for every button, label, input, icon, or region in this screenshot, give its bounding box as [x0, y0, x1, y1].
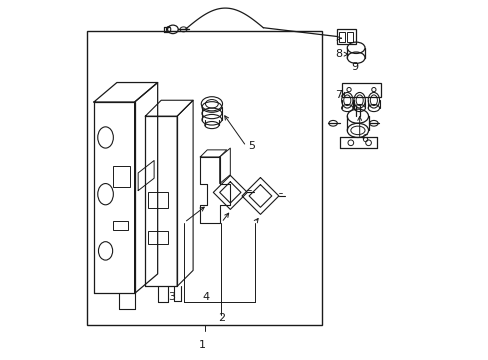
Text: 6: 6 — [361, 134, 368, 144]
Bar — [338, 32, 345, 42]
Text: 2: 2 — [218, 313, 224, 323]
Text: 8: 8 — [334, 49, 341, 59]
Text: 1: 1 — [198, 340, 205, 350]
Bar — [113, 221, 127, 230]
Text: 9: 9 — [350, 62, 357, 72]
Text: 5: 5 — [247, 141, 255, 151]
Text: 7: 7 — [334, 90, 341, 100]
Bar — [148, 192, 167, 208]
Text: 3: 3 — [168, 292, 175, 302]
Bar — [346, 32, 352, 42]
Bar — [336, 30, 355, 44]
Bar — [86, 31, 322, 325]
Bar — [148, 231, 167, 244]
Text: 4: 4 — [202, 292, 209, 302]
Bar — [341, 82, 380, 97]
Bar — [113, 166, 130, 187]
